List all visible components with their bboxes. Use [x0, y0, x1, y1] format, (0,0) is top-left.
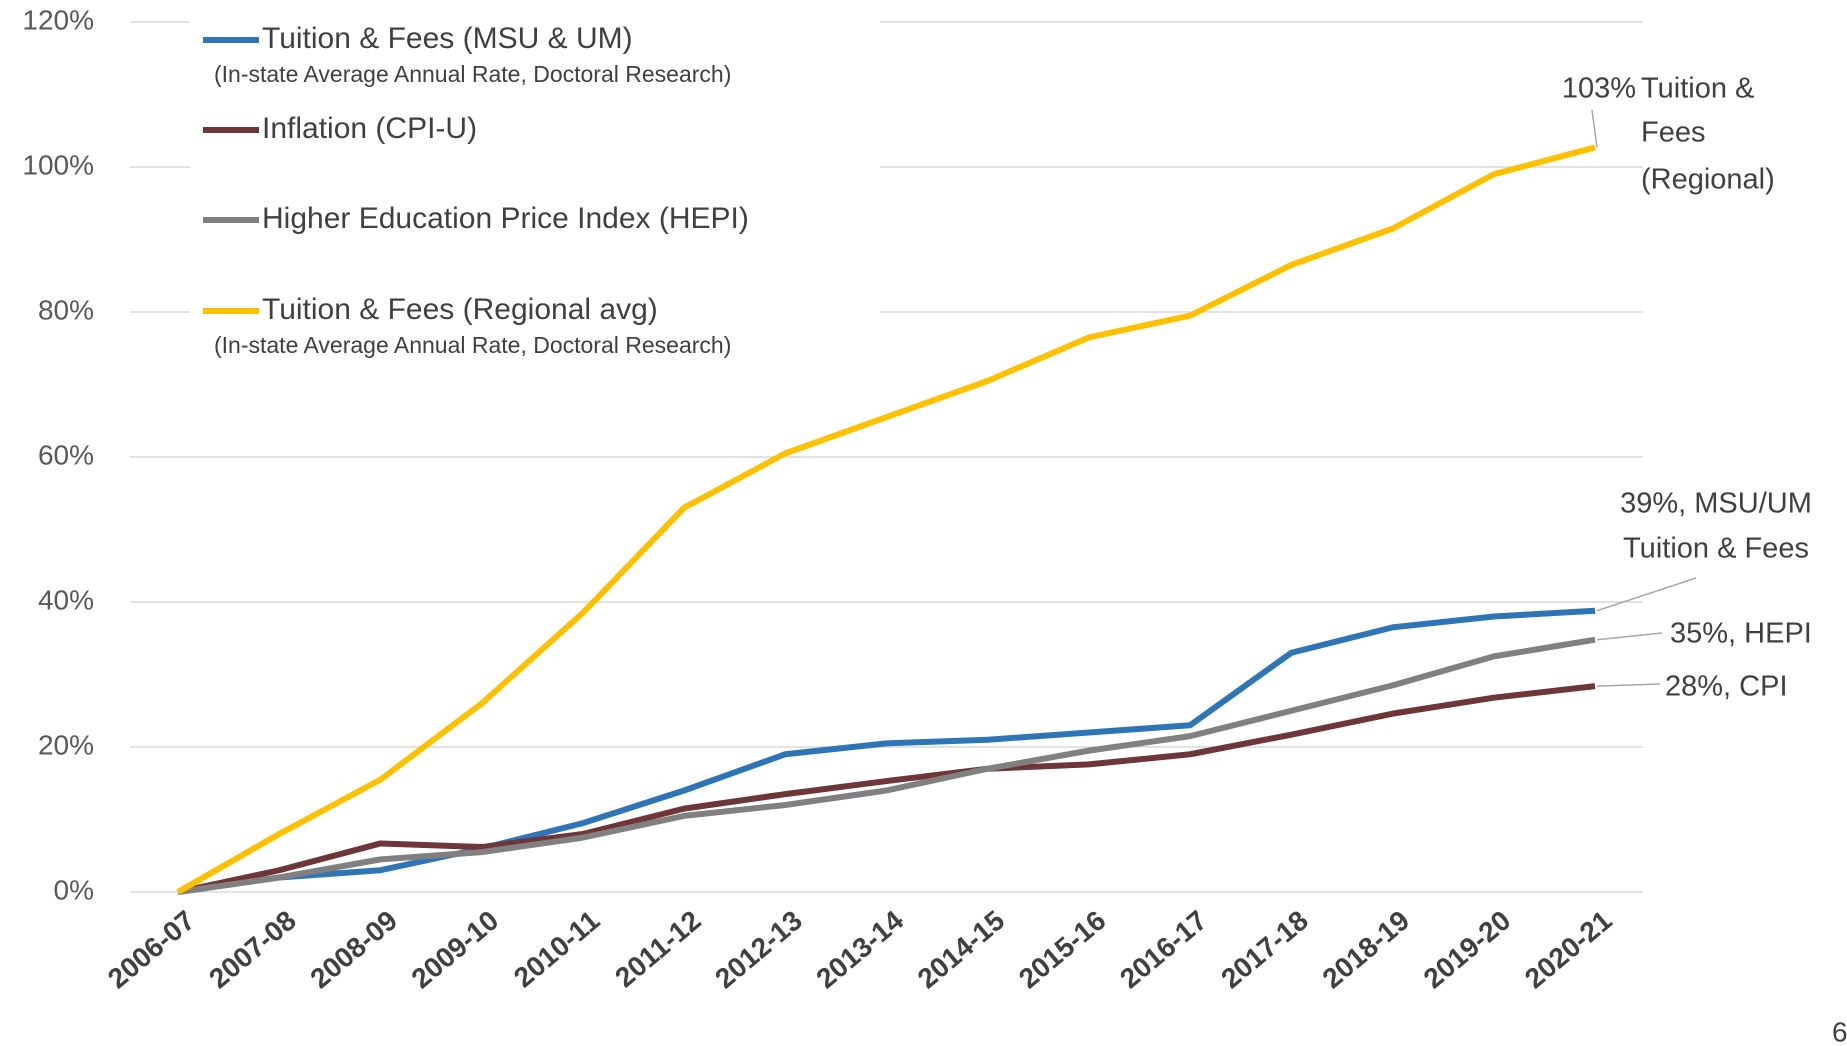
x-tick-label: 2013-14 [810, 904, 909, 994]
line-series [177, 607, 1596, 895]
line-series [176, 144, 1596, 895]
leader-line [1596, 683, 1661, 687]
end-label: 28%, CPI [1665, 671, 1788, 703]
x-tick-label: 2012-13 [709, 905, 808, 995]
leader-line [1591, 109, 1598, 148]
leader-line [1596, 632, 1663, 641]
end-value-label: 103% [1562, 73, 1636, 105]
x-tick-label: 2017-18 [1215, 905, 1314, 995]
line-series [177, 636, 1596, 895]
end-label: 35%, HEPI [1670, 618, 1812, 650]
line-series [177, 683, 1596, 895]
x-tick-label: 2014-15 [912, 905, 1011, 995]
page-number: 6 [1832, 1016, 1847, 1046]
y-tick-label: 20% [38, 729, 94, 760]
x-tick-label: 2006-07 [102, 905, 201, 995]
x-tick-label: 2009-10 [406, 905, 505, 995]
x-tick-label: 2019-20 [1418, 905, 1517, 995]
y-tick-label: 100% [22, 149, 94, 180]
x-tick-label: 2020-21 [1519, 905, 1618, 995]
legend-note: (In-state Average Annual Rate, Doctoral … [214, 332, 731, 358]
end-label: Fees [1641, 117, 1705, 149]
leader-line [1596, 577, 1697, 612]
x-tick-label: 2016-17 [1114, 905, 1213, 995]
x-tick-label: 2018-19 [1317, 905, 1416, 995]
end-label: 39%, MSU/UM [1620, 488, 1812, 520]
y-tick-label: 40% [38, 584, 94, 615]
y-tick-label: 120% [22, 4, 94, 35]
x-tick-label: 2011-12 [609, 905, 706, 994]
legend-label: Tuition & Fees (Regional avg) [262, 293, 658, 326]
y-tick-label: 80% [38, 294, 94, 325]
legend-label: Inflation (CPI-U) [262, 112, 477, 145]
legend-label: Higher Education Price Index (HEPI) [262, 202, 749, 235]
legend-background [190, 10, 880, 380]
legend-note: (In-state Average Annual Rate, Doctoral … [214, 61, 731, 87]
end-label: (Regional) [1641, 164, 1775, 196]
x-tick-label: 2008-09 [304, 905, 403, 995]
x-tick-label: 2010-11 [508, 905, 605, 994]
y-tick-label: 0% [54, 874, 94, 905]
end-label: Tuition & Fees [1623, 533, 1809, 565]
legend-label: Tuition & Fees (MSU & UM) [262, 22, 633, 55]
x-tick-label: 2007-08 [203, 905, 302, 995]
end-label: Tuition & [1641, 73, 1754, 105]
x-tick-label: 2015-16 [1013, 905, 1112, 995]
y-tick-label: 60% [38, 439, 94, 470]
